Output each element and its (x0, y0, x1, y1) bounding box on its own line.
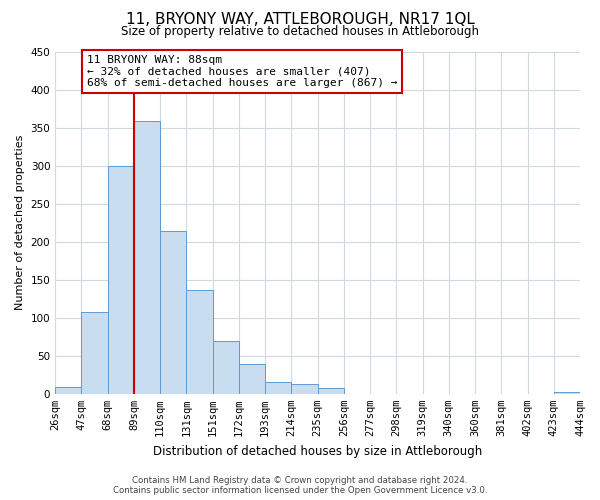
Bar (265, 382, 292, 394)
Text: 11, BRYONY WAY, ATTLEBOROUGH, NR17 1QL: 11, BRYONY WAY, ATTLEBOROUGH, NR17 1QL (125, 12, 475, 28)
Bar (187, 290, 212, 394)
Text: Contains HM Land Registry data © Crown copyright and database right 2024.
Contai: Contains HM Land Registry data © Crown c… (113, 476, 487, 495)
Bar (317, 388, 344, 394)
Text: Size of property relative to detached houses in Attleborough: Size of property relative to detached ho… (121, 25, 479, 38)
Bar (107, 166, 134, 394)
X-axis label: Distribution of detached houses by size in Attleborough: Distribution of detached houses by size … (153, 444, 482, 458)
Bar (134, 122, 160, 394)
Bar (82, 312, 107, 394)
Bar (55, 387, 82, 394)
Y-axis label: Number of detached properties: Number of detached properties (15, 135, 25, 310)
Bar (554, 392, 580, 394)
Bar (160, 231, 187, 394)
Bar (212, 340, 239, 394)
Bar (239, 364, 265, 394)
Text: 11 BRYONY WAY: 88sqm
← 32% of detached houses are smaller (407)
68% of semi-deta: 11 BRYONY WAY: 88sqm ← 32% of detached h… (86, 55, 397, 88)
Bar (292, 384, 317, 394)
